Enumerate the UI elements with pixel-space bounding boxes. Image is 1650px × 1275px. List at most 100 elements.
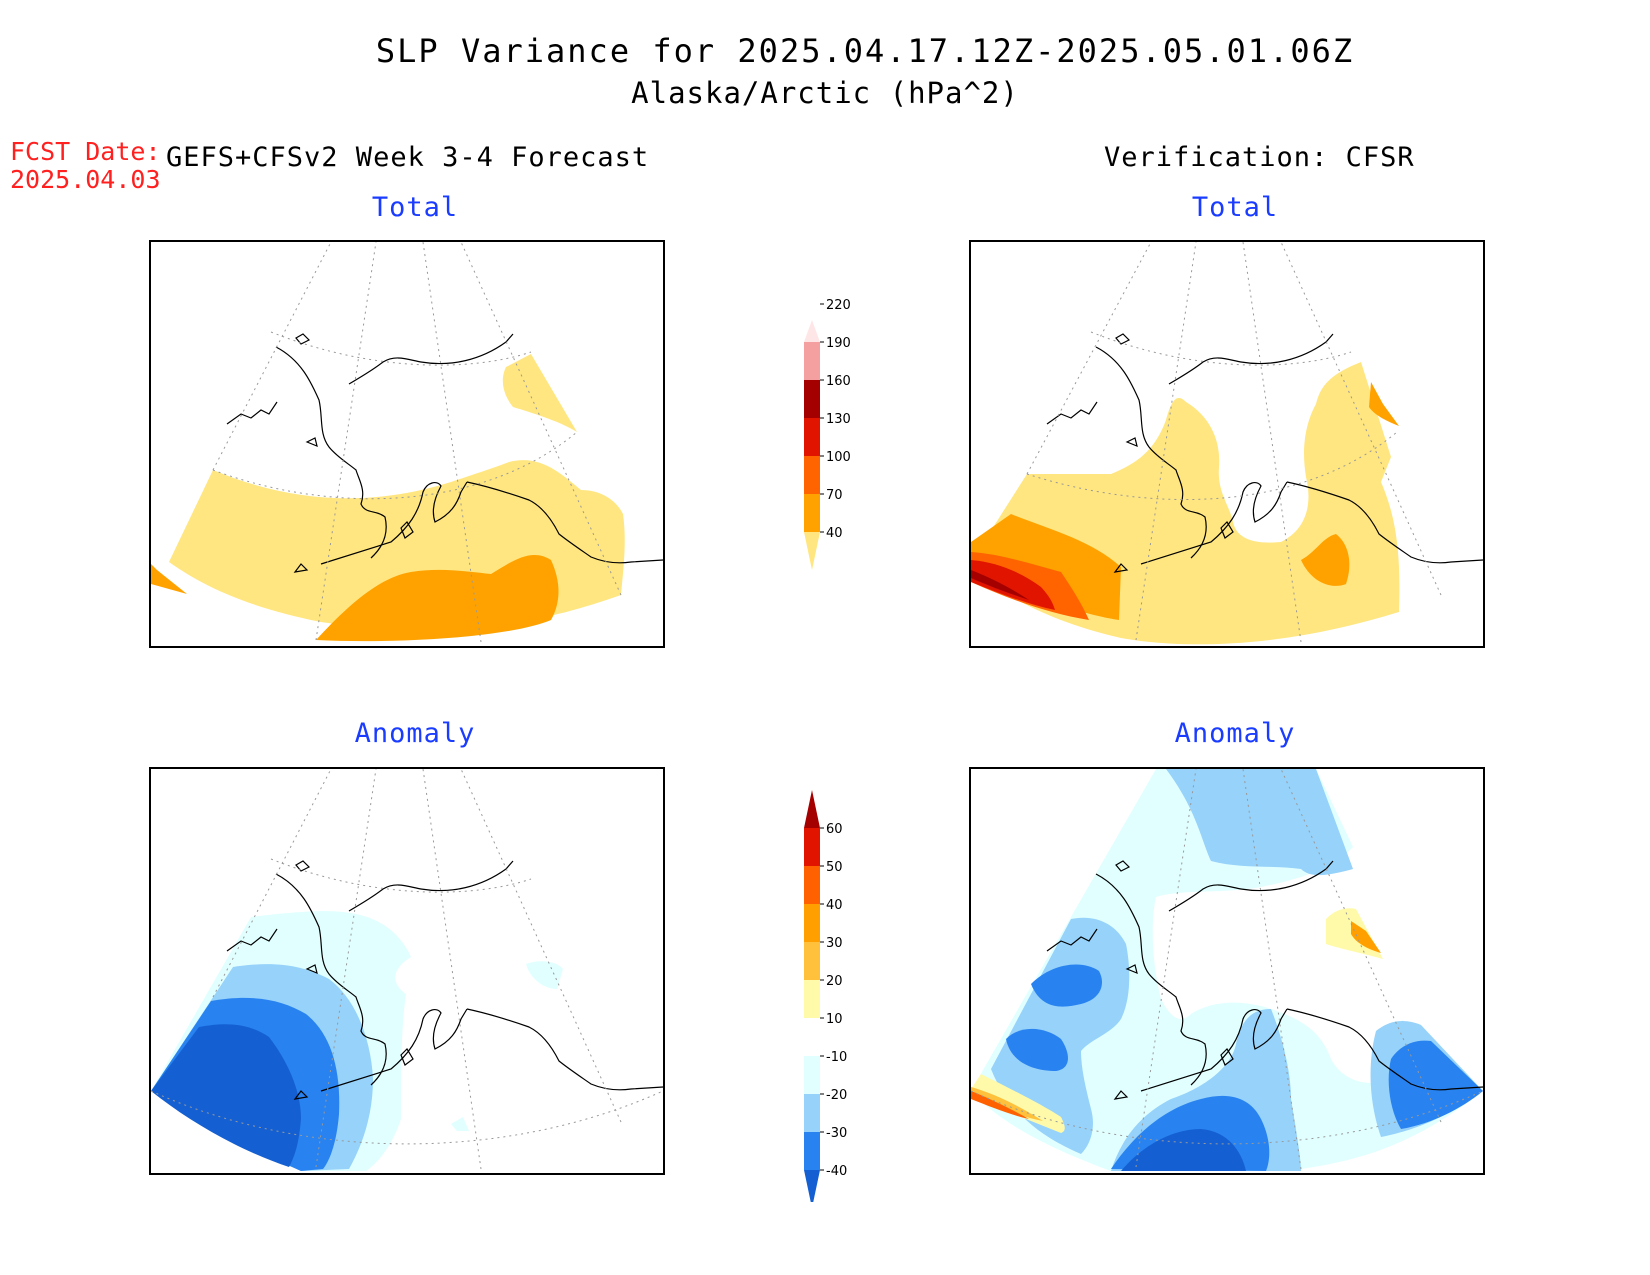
graticule-line bbox=[270, 858, 532, 893]
shade-region bbox=[1006, 1028, 1068, 1071]
total-colorbar: 40 70 100 130 160 190 220 bbox=[804, 298, 851, 570]
coastline-path bbox=[1113, 563, 1129, 573]
coastline-path bbox=[1168, 860, 1334, 912]
total-shading-70-100 bbox=[971, 382, 1399, 620]
shade-region bbox=[1388, 1040, 1483, 1129]
graticule bbox=[151, 769, 663, 1170]
figure-subtitle: Alaska/Arctic (hPa^2) bbox=[631, 76, 1019, 110]
colorbar-label: -30 bbox=[826, 1126, 847, 1141]
shade-region bbox=[971, 1074, 1065, 1133]
colorbar-swatch bbox=[804, 342, 820, 380]
colorbar-swatch bbox=[804, 942, 820, 980]
verification-total-title: Total bbox=[1191, 192, 1279, 223]
graticule-line bbox=[1026, 431, 1398, 500]
colorbar-swatch bbox=[804, 790, 820, 828]
graticule-line bbox=[315, 769, 377, 1168]
shade-region bbox=[971, 1091, 1029, 1119]
forecast-heading: GEFS+CFSv2 Week 3-4 Forecast bbox=[166, 142, 650, 173]
graticule-line bbox=[151, 1090, 663, 1145]
colorbar-swatch bbox=[804, 1056, 820, 1094]
colorbar-swatch bbox=[804, 1132, 820, 1170]
shade-region bbox=[1121, 1129, 1246, 1171]
coastline-path bbox=[348, 860, 514, 912]
colorbar-label: -20 bbox=[826, 1088, 847, 1103]
colorbar-label: 40 bbox=[826, 526, 843, 541]
coastline-path bbox=[275, 346, 387, 559]
colorbar-label: -10 bbox=[826, 1050, 847, 1065]
coastline-path bbox=[275, 873, 387, 1086]
coastline-path bbox=[293, 1090, 309, 1100]
graticule-line bbox=[1090, 331, 1352, 366]
shade-region bbox=[971, 769, 1483, 1171]
shade-region bbox=[1301, 534, 1350, 586]
colorbar-label: 40 bbox=[826, 898, 843, 913]
graticule-line bbox=[212, 242, 332, 471]
coastline-path bbox=[1220, 521, 1234, 539]
coastline-path bbox=[1113, 1090, 1129, 1100]
anomaly-shading-lt-40 bbox=[151, 1024, 301, 1167]
forecast-date-block: FCST Date: 2025.04.03 bbox=[10, 138, 161, 194]
colorbar-swatch bbox=[804, 866, 820, 904]
graticule-line bbox=[1280, 769, 1442, 1123]
anomaly-shading-positive bbox=[971, 908, 1383, 1133]
graticule-line bbox=[212, 769, 332, 998]
anomaly-colorbar: -40 -30 -20 -10 10 20 30 40 50 60 bbox=[804, 790, 847, 1202]
graticule-line bbox=[212, 431, 578, 500]
graticule-line bbox=[1242, 769, 1302, 1170]
shade-region bbox=[971, 514, 1121, 620]
forecast-date-value: 2025.04.03 bbox=[10, 165, 161, 194]
graticule-line bbox=[270, 331, 532, 366]
colorbar-swatch bbox=[804, 904, 820, 942]
total-shading-130-160 bbox=[971, 560, 1055, 610]
total-colorbar-swatches: 40 70 100 130 160 190 220 bbox=[804, 298, 851, 570]
colorbar-label: 160 bbox=[826, 374, 851, 389]
forecast-total-title: Total bbox=[371, 192, 459, 223]
colorbar-label: 60 bbox=[826, 822, 843, 837]
coastline-path bbox=[305, 964, 318, 974]
colorbar-label: 190 bbox=[826, 336, 851, 351]
colorbar-swatch bbox=[804, 1018, 820, 1056]
graticule-line bbox=[1280, 242, 1442, 596]
forecast-date-label: FCST Date: bbox=[10, 137, 161, 166]
colorbar-label: 70 bbox=[826, 488, 843, 503]
coastline-path bbox=[1115, 333, 1131, 345]
colorbar-swatch bbox=[804, 418, 820, 456]
graticule-line bbox=[460, 769, 622, 1123]
shade-region bbox=[1166, 769, 1353, 876]
shade-region bbox=[971, 560, 1055, 610]
forecast-anomaly-map bbox=[149, 767, 665, 1175]
total-shading-70-100 bbox=[151, 554, 559, 642]
coastline-path bbox=[1115, 860, 1131, 872]
coastline-path bbox=[320, 481, 468, 565]
forecast-anomaly-title: Anomaly bbox=[354, 718, 476, 749]
anomaly-colorbar-swatches: -40 -30 -20 -10 10 20 30 40 50 60 bbox=[804, 790, 847, 1202]
anomaly-shading-lt-40 bbox=[1121, 1129, 1246, 1171]
graticule-line bbox=[422, 769, 482, 1170]
coastline-path bbox=[348, 333, 514, 385]
colorbar-swatch bbox=[804, 456, 820, 494]
coastline-path bbox=[1046, 401, 1098, 425]
coastline-path bbox=[320, 1008, 468, 1092]
shade-region bbox=[971, 1087, 1043, 1121]
graticule-line bbox=[1135, 242, 1197, 641]
shade-region bbox=[526, 961, 563, 989]
colorbar-swatch bbox=[804, 980, 820, 1018]
colorbar-swatch bbox=[804, 1094, 820, 1132]
coastline-path bbox=[400, 1048, 414, 1066]
shade-region bbox=[502, 354, 577, 432]
graticule-line bbox=[1242, 242, 1302, 643]
graticule-line bbox=[971, 1090, 1483, 1145]
graticule bbox=[971, 769, 1483, 1170]
verification-anomaly-map bbox=[969, 767, 1485, 1175]
figure-title: SLP Variance for 2025.04.17.12Z-2025.05.… bbox=[375, 32, 1355, 70]
shade-region bbox=[316, 554, 559, 642]
colorbar-label: 220 bbox=[826, 298, 851, 313]
shade-region bbox=[1369, 382, 1399, 426]
coastline-path bbox=[295, 333, 311, 345]
colorbar-swatch bbox=[804, 532, 820, 570]
coastline-path bbox=[1046, 928, 1098, 952]
colorbar-label: 10 bbox=[826, 1012, 843, 1027]
coastline-path bbox=[466, 1008, 663, 1091]
graticule bbox=[212, 242, 622, 643]
total-shading-160-190 bbox=[971, 570, 1029, 600]
